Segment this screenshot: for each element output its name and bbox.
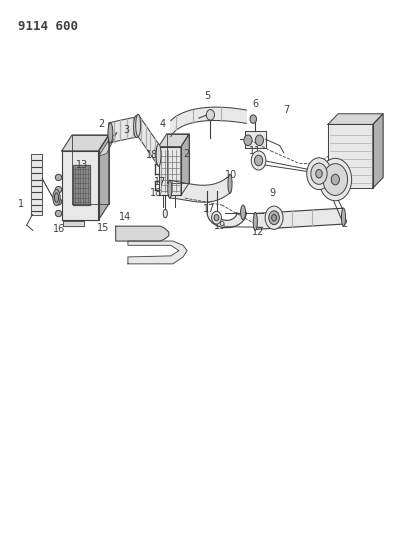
Text: 16: 16 bbox=[53, 224, 65, 235]
Circle shape bbox=[307, 158, 331, 190]
Text: 7: 7 bbox=[283, 104, 289, 115]
Polygon shape bbox=[159, 147, 181, 196]
Ellipse shape bbox=[253, 213, 257, 230]
Polygon shape bbox=[73, 165, 90, 205]
Text: 2: 2 bbox=[341, 219, 347, 229]
Ellipse shape bbox=[55, 211, 62, 216]
Text: 1: 1 bbox=[18, 199, 24, 209]
Polygon shape bbox=[207, 213, 246, 228]
Text: 15: 15 bbox=[97, 223, 110, 233]
Text: 17: 17 bbox=[154, 176, 166, 187]
Polygon shape bbox=[167, 134, 189, 183]
Text: 2: 2 bbox=[184, 149, 190, 159]
Circle shape bbox=[311, 163, 327, 184]
Text: 5: 5 bbox=[204, 91, 211, 101]
Text: 19: 19 bbox=[214, 221, 226, 231]
Circle shape bbox=[255, 135, 263, 146]
Ellipse shape bbox=[108, 123, 113, 143]
Polygon shape bbox=[99, 132, 117, 156]
Polygon shape bbox=[373, 114, 383, 188]
Polygon shape bbox=[170, 175, 230, 202]
Circle shape bbox=[265, 206, 283, 229]
Polygon shape bbox=[159, 134, 189, 147]
Circle shape bbox=[331, 174, 339, 185]
Circle shape bbox=[316, 169, 322, 178]
Text: 14: 14 bbox=[118, 212, 131, 222]
Ellipse shape bbox=[136, 114, 141, 136]
Polygon shape bbox=[138, 114, 159, 166]
Text: 3: 3 bbox=[123, 125, 129, 135]
Circle shape bbox=[251, 151, 266, 170]
Circle shape bbox=[319, 158, 352, 201]
Ellipse shape bbox=[55, 199, 62, 205]
Ellipse shape bbox=[342, 208, 346, 226]
Text: 4: 4 bbox=[159, 119, 166, 130]
Circle shape bbox=[323, 164, 348, 196]
Text: 9114 600: 9114 600 bbox=[18, 20, 78, 33]
Circle shape bbox=[254, 155, 263, 166]
Circle shape bbox=[269, 211, 279, 224]
Circle shape bbox=[272, 215, 277, 221]
Text: 2: 2 bbox=[98, 119, 104, 130]
Polygon shape bbox=[72, 135, 109, 204]
Ellipse shape bbox=[55, 174, 62, 181]
Polygon shape bbox=[181, 134, 189, 196]
Ellipse shape bbox=[55, 187, 62, 193]
Text: 18: 18 bbox=[145, 150, 158, 160]
Ellipse shape bbox=[228, 174, 232, 193]
Text: 11: 11 bbox=[249, 146, 261, 156]
Circle shape bbox=[206, 110, 215, 120]
Text: 8: 8 bbox=[316, 175, 322, 185]
Ellipse shape bbox=[156, 144, 161, 166]
Polygon shape bbox=[171, 107, 246, 136]
Polygon shape bbox=[128, 241, 187, 264]
Polygon shape bbox=[99, 135, 109, 220]
Polygon shape bbox=[115, 226, 169, 241]
Text: 17: 17 bbox=[203, 204, 215, 214]
Polygon shape bbox=[245, 131, 266, 148]
Ellipse shape bbox=[168, 180, 172, 198]
Ellipse shape bbox=[53, 190, 60, 206]
Circle shape bbox=[214, 215, 219, 221]
Text: 18: 18 bbox=[150, 188, 162, 198]
Circle shape bbox=[250, 115, 256, 123]
Text: 10: 10 bbox=[225, 171, 237, 180]
Ellipse shape bbox=[240, 205, 245, 220]
Circle shape bbox=[244, 135, 252, 146]
Polygon shape bbox=[62, 221, 84, 226]
Text: 12: 12 bbox=[252, 227, 265, 237]
Ellipse shape bbox=[55, 193, 58, 203]
Polygon shape bbox=[109, 116, 138, 143]
Circle shape bbox=[212, 212, 222, 224]
Polygon shape bbox=[328, 124, 373, 188]
Polygon shape bbox=[328, 114, 383, 124]
Ellipse shape bbox=[134, 115, 139, 138]
Text: 13: 13 bbox=[76, 160, 88, 169]
Polygon shape bbox=[62, 151, 99, 220]
Ellipse shape bbox=[163, 209, 167, 217]
Text: 9: 9 bbox=[269, 188, 275, 198]
Polygon shape bbox=[255, 208, 344, 229]
Text: 6: 6 bbox=[252, 99, 259, 109]
Polygon shape bbox=[31, 154, 42, 215]
Polygon shape bbox=[62, 135, 109, 151]
